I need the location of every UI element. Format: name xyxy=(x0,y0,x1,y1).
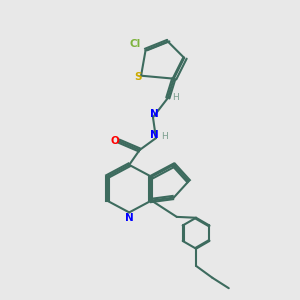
Text: N: N xyxy=(150,130,159,140)
Text: O: O xyxy=(111,136,119,146)
Text: S: S xyxy=(134,72,141,82)
Text: H: H xyxy=(172,94,178,103)
Text: N: N xyxy=(125,213,134,224)
Text: H: H xyxy=(161,132,168,141)
Text: N: N xyxy=(150,109,158,119)
Text: Cl: Cl xyxy=(130,40,141,50)
